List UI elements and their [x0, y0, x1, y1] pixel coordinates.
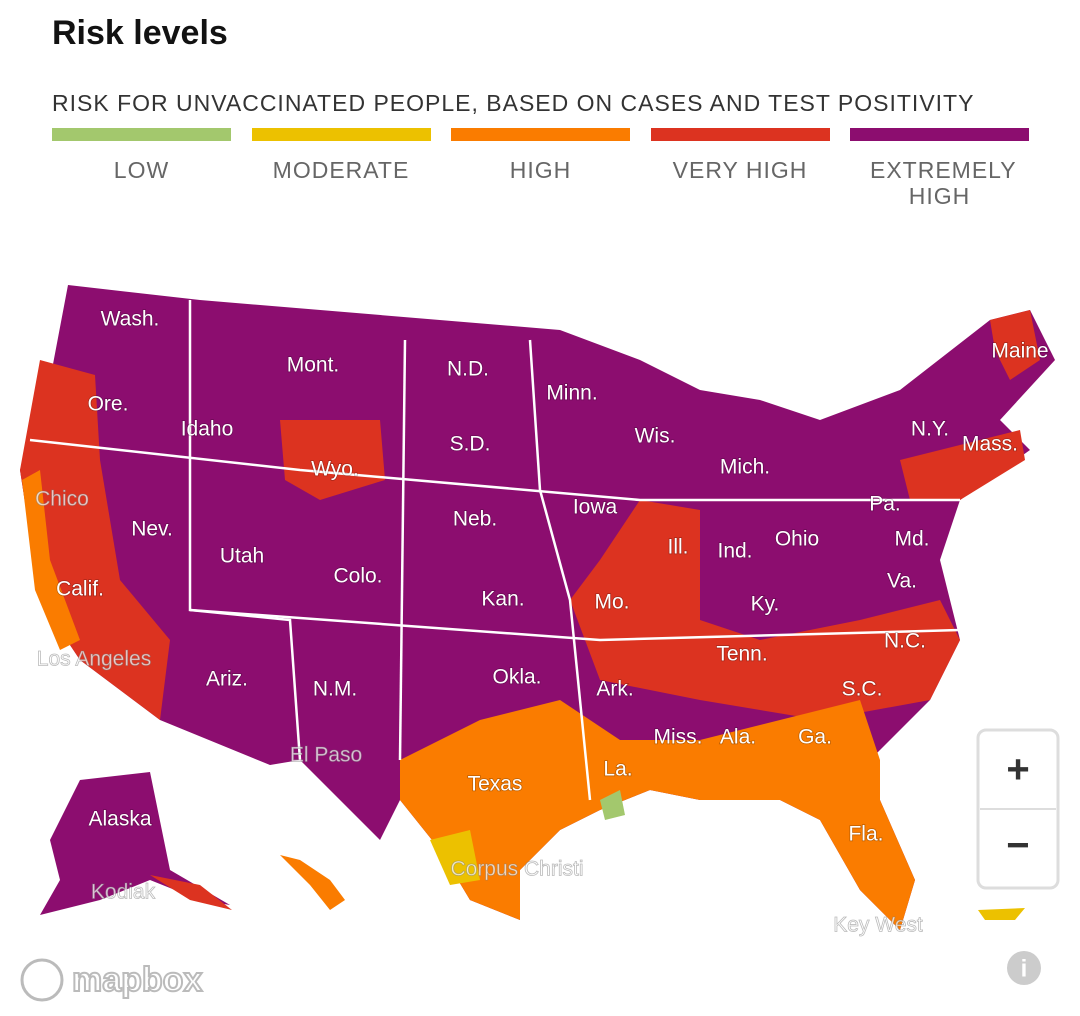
state-label: Ky. [751, 593, 780, 616]
state-label: Mont. [287, 354, 340, 377]
legend-swatch [850, 128, 1029, 141]
state-label: S.C. [842, 678, 883, 701]
state-label: Fla. [848, 823, 883, 846]
legend-swatch [251, 128, 431, 141]
state-label: N.C. [884, 630, 926, 653]
state-label: Nev. [131, 518, 173, 541]
state-label: Colo. [333, 565, 382, 588]
legend-swatch [52, 128, 231, 141]
state-label: Okla. [492, 666, 541, 689]
city-label: Los Angeles [37, 648, 151, 671]
state-label: Ohio [775, 528, 819, 551]
california-coast [22, 470, 80, 650]
state-label: Ind. [717, 540, 752, 563]
state-label: Ala. [720, 726, 756, 749]
alaska-tail [150, 875, 232, 910]
legend-swatch [650, 128, 830, 141]
wyoming-patch [280, 420, 385, 500]
state-label: N.D. [447, 358, 489, 381]
info-icon[interactable]: i [1021, 955, 1028, 982]
state-label: S.D. [450, 433, 491, 456]
state-borders [188, 300, 302, 761]
zoom-in[interactable]: + [1006, 748, 1029, 792]
state-label: La. [603, 758, 632, 781]
state-label: Pa. [869, 493, 901, 516]
midwest [570, 500, 960, 720]
northeast [990, 310, 1040, 380]
legend-label: EXTREMELY HIGH [870, 157, 1017, 209]
alaska [40, 772, 230, 915]
state-label: Wash. [101, 308, 160, 331]
legend-item: MODERATE [251, 128, 431, 183]
state-label: Miss. [654, 726, 703, 749]
state-borders [189, 608, 961, 642]
texas-low [600, 790, 625, 820]
state-label: Mich. [720, 456, 770, 479]
state-label: Iowa [573, 496, 618, 519]
state-label: Minn. [546, 382, 597, 405]
city-label: Key West [833, 914, 923, 937]
west-coast [20, 360, 170, 720]
state-label: Ore. [88, 393, 129, 416]
state-label: Idaho [181, 418, 234, 441]
legend-label: HIGH [509, 157, 572, 183]
state-label: Md. [894, 528, 929, 551]
legend-subtitle: RISK FOR UNVACCINATED PEOPLE, BASED ON C… [52, 90, 975, 116]
city-label: Kodiak [91, 881, 156, 904]
keys [978, 908, 1025, 920]
info-button[interactable] [1007, 951, 1041, 985]
land [20, 285, 1055, 930]
attribution[interactable]: mapbox [71, 960, 203, 1000]
legend-label: LOW [113, 157, 170, 183]
state-label: N.M. [313, 678, 357, 701]
new-england [900, 430, 1025, 500]
state-label: Ark. [596, 678, 633, 701]
legend-item: EXTREMELY HIGH [850, 128, 1029, 209]
state-label: Calif. [56, 578, 104, 601]
state-label: Wyo. [311, 458, 359, 481]
state-label: Utah [220, 545, 264, 568]
state-borders [398, 339, 407, 761]
legend-swatch [451, 128, 630, 141]
city-label: Corpus Christi [450, 858, 583, 881]
labels: Wash. Mont. N.D. Minn. Maine Ore. Idaho S.D. Wis… [35, 307, 1050, 937]
legend-item: HIGH [451, 128, 630, 183]
state-label: Texas [468, 773, 523, 796]
state-label: Ga. [798, 726, 832, 749]
state-label: Va. [887, 570, 917, 593]
zoom-out[interactable]: − [1006, 824, 1029, 868]
state-label: Maine [991, 340, 1048, 363]
legend-label: VERY HIGH [672, 157, 808, 183]
south [400, 700, 915, 930]
state-label: Wis. [635, 425, 676, 448]
state-borders [29, 438, 960, 502]
state-label: Kan. [481, 588, 524, 611]
city-label: Chico [35, 488, 89, 511]
state-label: Ill. [668, 536, 689, 559]
state-label: Alaska [88, 808, 151, 831]
state-label: Mo. [594, 591, 629, 614]
legend-item: LOW [52, 128, 231, 183]
state-label: Ariz. [206, 668, 248, 691]
state-label: Neb. [453, 508, 497, 531]
hawaii [280, 855, 345, 910]
state-label: Tenn. [716, 643, 767, 666]
legend-item: VERY HIGH [650, 128, 830, 183]
mapbox-icon [20, 958, 64, 1002]
state-label: Mass. [962, 433, 1018, 456]
title: Risk levels [52, 14, 228, 52]
state-borders [528, 339, 592, 801]
texas-patch [430, 830, 480, 885]
legend-label: MODERATE [272, 157, 410, 183]
city-label: El Paso [290, 744, 362, 767]
state-label: N.Y. [911, 418, 949, 441]
